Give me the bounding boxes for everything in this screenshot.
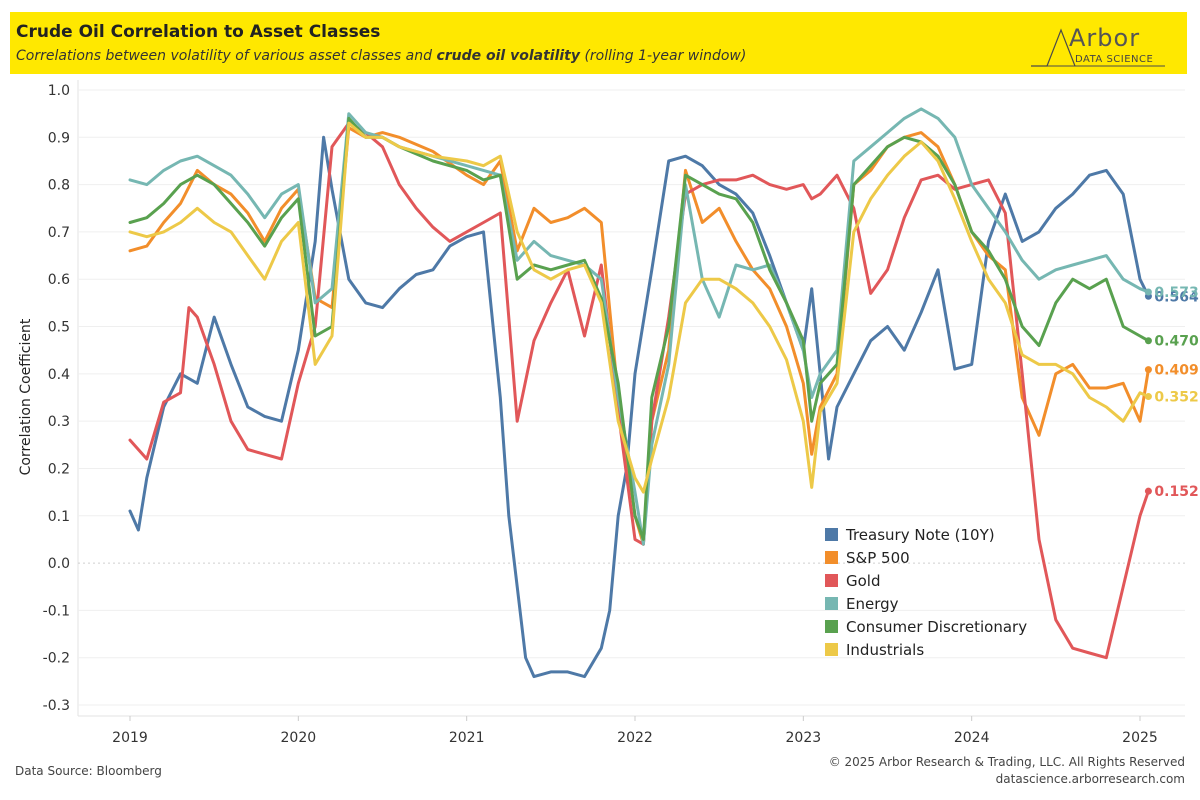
x-tick-label: 2024 — [954, 730, 990, 746]
y-tick-label: 0.7 — [48, 225, 70, 241]
series-end-labels: 0.564 0.409 0.152 0.573 0.470 0.352 — [1144, 285, 1199, 500]
website-link[interactable]: datascience.arborresearch.com — [995, 772, 1185, 786]
legend-label: Gold — [846, 572, 881, 590]
y-tick-label: 0.6 — [48, 272, 70, 288]
header-banner: Crude Oil Correlation to Asset Classes C… — [10, 12, 1187, 74]
chart-title: Crude Oil Correlation to Asset Classes — [16, 22, 381, 42]
series-end-label: 0.152 — [1154, 484, 1198, 500]
series-end-label: 0.352 — [1154, 390, 1198, 406]
series-line-4 — [128, 116, 1150, 541]
y-tick-label: 0.2 — [48, 461, 70, 477]
series-end-dot — [1144, 487, 1152, 495]
arbor-logo: Arbor DATA SCIENCE — [1027, 16, 1167, 70]
series-end-label: 0.573 — [1154, 285, 1198, 301]
legend-label: S&P 500 — [846, 549, 910, 567]
legend-swatch — [825, 574, 838, 587]
legend-swatch — [825, 528, 838, 541]
legend-swatch — [825, 597, 838, 610]
y-tick-label: -0.2 — [43, 651, 70, 667]
subtitle-text-pre: Correlations between volatility of vario… — [16, 48, 437, 64]
x-tick-label: 2019 — [112, 730, 148, 746]
legend-label: Energy — [846, 595, 899, 613]
chart-subtitle: Correlations between volatility of vario… — [16, 48, 746, 64]
legend: Treasury Note (10Y) S&P 500 Gold Energy Cons… — [825, 526, 1027, 659]
legend-swatch — [825, 620, 838, 633]
y-tick-label: -0.3 — [43, 698, 70, 714]
legend-label: Industrials — [846, 641, 924, 659]
y-axis-ticks: 1.0 0.9 0.8 0.7 0.6 0.5 0.4 0.3 0.2 0.1 0.0 -0.1 -0.… — [43, 83, 70, 714]
series-line-2 — [128, 121, 1150, 660]
x-tick-label: 2022 — [617, 730, 653, 746]
subtitle-text-post: (rolling 1-year window) — [580, 48, 747, 64]
footer-credits: © 2025 Arbor Research & Trading, LLC. Al… — [829, 754, 1185, 788]
x-tick-label: 2023 — [786, 730, 822, 746]
logo-text: Arbor — [1069, 24, 1141, 52]
y-tick-label: 0.0 — [48, 556, 70, 572]
x-tick-label: 2025 — [1122, 730, 1158, 746]
logo-subtext: DATA SCIENCE — [1075, 54, 1154, 65]
y-tick-label: 0.9 — [48, 130, 70, 146]
series-end-label: 0.564 — [1154, 289, 1199, 305]
x-tick-label: 2020 — [281, 730, 317, 746]
y-tick-label: 0.3 — [48, 414, 70, 430]
copyright-text: © 2025 Arbor Research & Trading, LLC. Al… — [828, 755, 1185, 769]
series-line-5 — [128, 121, 1150, 494]
series-end-dot — [1144, 393, 1152, 401]
series-line-1 — [128, 126, 1150, 546]
x-axis-ticks: 2019 2020 2021 2022 2023 2024 2025 — [112, 716, 1158, 746]
series-end-label: 0.470 — [1154, 334, 1199, 350]
series-line-3 — [128, 107, 1150, 546]
legend-label: Treasury Note (10Y) — [845, 526, 995, 544]
series-end-dot — [1144, 366, 1152, 374]
legend-swatch — [825, 551, 838, 564]
series-lines — [128, 107, 1150, 679]
series-end-label: 0.409 — [1154, 363, 1198, 379]
legend-swatch — [825, 643, 838, 656]
y-tick-label: 0.5 — [48, 320, 70, 336]
series-end-dot — [1144, 288, 1152, 296]
legend-label: Consumer Discretionary — [846, 618, 1027, 636]
series-end-dot — [1144, 337, 1152, 345]
y-axis-label: Correlation Coefficient — [18, 318, 34, 475]
data-source: Data Source: Bloomberg — [15, 764, 162, 778]
y-tick-label: -0.1 — [43, 603, 70, 619]
y-tick-label: 0.8 — [48, 178, 70, 194]
arbor-logo-mark — [1031, 28, 1165, 67]
subtitle-text-bold: crude oil volatility — [436, 48, 581, 64]
x-tick-label: 2021 — [449, 730, 485, 746]
y-tick-label: 0.1 — [48, 509, 70, 525]
y-tick-label: 0.4 — [48, 367, 70, 383]
y-tick-label: 1.0 — [48, 83, 70, 99]
